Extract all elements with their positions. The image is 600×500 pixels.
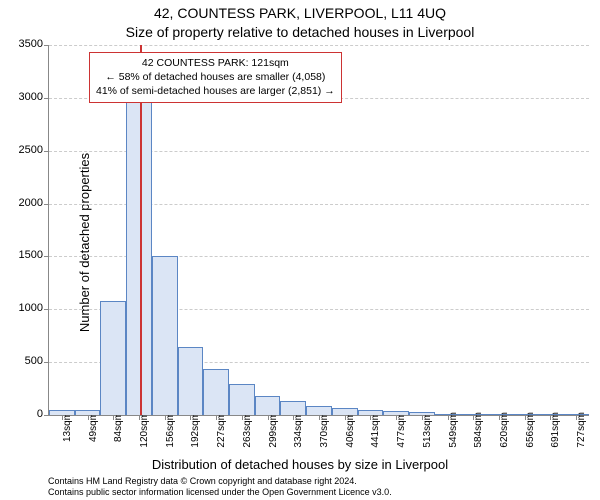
histogram-bar [486, 414, 512, 415]
info-box-line: 42 COUNTESS PARK: 121sqm [96, 56, 335, 70]
histogram-bar [563, 414, 589, 415]
histogram-bar [435, 414, 461, 415]
x-tick-label: 441sqm [370, 412, 381, 452]
x-tick-label: 691sqm [550, 412, 561, 452]
x-tick-label: 513sqm [422, 412, 433, 452]
x-tick-label: 227sqm [216, 412, 227, 452]
x-tick-label: 406sqm [345, 412, 356, 452]
y-tick-label: 1000 [3, 302, 43, 314]
y-tick-label: 1500 [3, 249, 43, 261]
histogram-bar [75, 410, 101, 415]
y-tick-label: 2500 [3, 144, 43, 156]
x-tick-label: 334sqm [293, 412, 304, 452]
x-tick-label: 656sqm [525, 412, 536, 452]
histogram-bar [203, 369, 229, 416]
x-tick-label: 263sqm [242, 412, 253, 452]
x-tick-label: 584sqm [473, 412, 484, 452]
footer-line1: Contains HM Land Registry data © Crown c… [48, 476, 392, 487]
footer-line2: Contains public sector information licen… [48, 487, 392, 498]
histogram-bar [538, 414, 564, 415]
info-box-line: 41% of semi-detached houses are larger (… [96, 84, 335, 98]
histogram-bar [512, 414, 538, 415]
x-tick-label: 49sqm [88, 412, 99, 452]
x-tick-label: 192sqm [190, 412, 201, 452]
y-tick-label: 0 [3, 408, 43, 420]
y-tick-label: 3000 [3, 91, 43, 103]
x-tick-label: 549sqm [448, 412, 459, 452]
x-axis-label: Distribution of detached houses by size … [0, 457, 600, 472]
histogram-bar [152, 256, 178, 415]
histogram-bar [358, 410, 384, 415]
x-tick-label: 620sqm [499, 412, 510, 452]
y-tick-label: 3500 [3, 38, 43, 50]
histogram-bar [100, 301, 126, 415]
histogram-bar [332, 408, 358, 415]
info-box-line: ← 58% of detached houses are smaller (4,… [96, 70, 335, 84]
x-tick-label: 13sqm [62, 412, 73, 452]
x-tick-label: 84sqm [113, 412, 124, 452]
histogram-bar [178, 347, 204, 415]
histogram-bar [255, 396, 281, 415]
y-tick-label: 2000 [3, 197, 43, 209]
x-tick-label: 299sqm [268, 412, 279, 452]
histogram-bar [229, 384, 255, 415]
x-tick-label: 156sqm [165, 412, 176, 452]
histogram-bar [306, 406, 332, 416]
x-tick-label: 477sqm [396, 412, 407, 452]
page-title-line2: Size of property relative to detached ho… [0, 24, 600, 40]
x-tick-label: 120sqm [139, 412, 150, 452]
histogram-bar [409, 412, 435, 415]
x-tick-label: 370sqm [319, 412, 330, 452]
histogram-bar [383, 411, 409, 415]
property-info-box: 42 COUNTESS PARK: 121sqm← 58% of detache… [89, 52, 342, 103]
histogram-bar [49, 410, 75, 415]
histogram-bar [460, 414, 486, 415]
x-tick-label: 727sqm [576, 412, 587, 452]
histogram-bar [280, 401, 306, 415]
gridline [49, 45, 589, 46]
footer-attribution: Contains HM Land Registry data © Crown c… [48, 476, 392, 498]
histogram-plot-area: 050010001500200025003000350013sqm49sqm84… [48, 45, 589, 416]
page-title-line1: 42, COUNTESS PARK, LIVERPOOL, L11 4UQ [0, 5, 600, 21]
y-tick-label: 500 [3, 355, 43, 367]
